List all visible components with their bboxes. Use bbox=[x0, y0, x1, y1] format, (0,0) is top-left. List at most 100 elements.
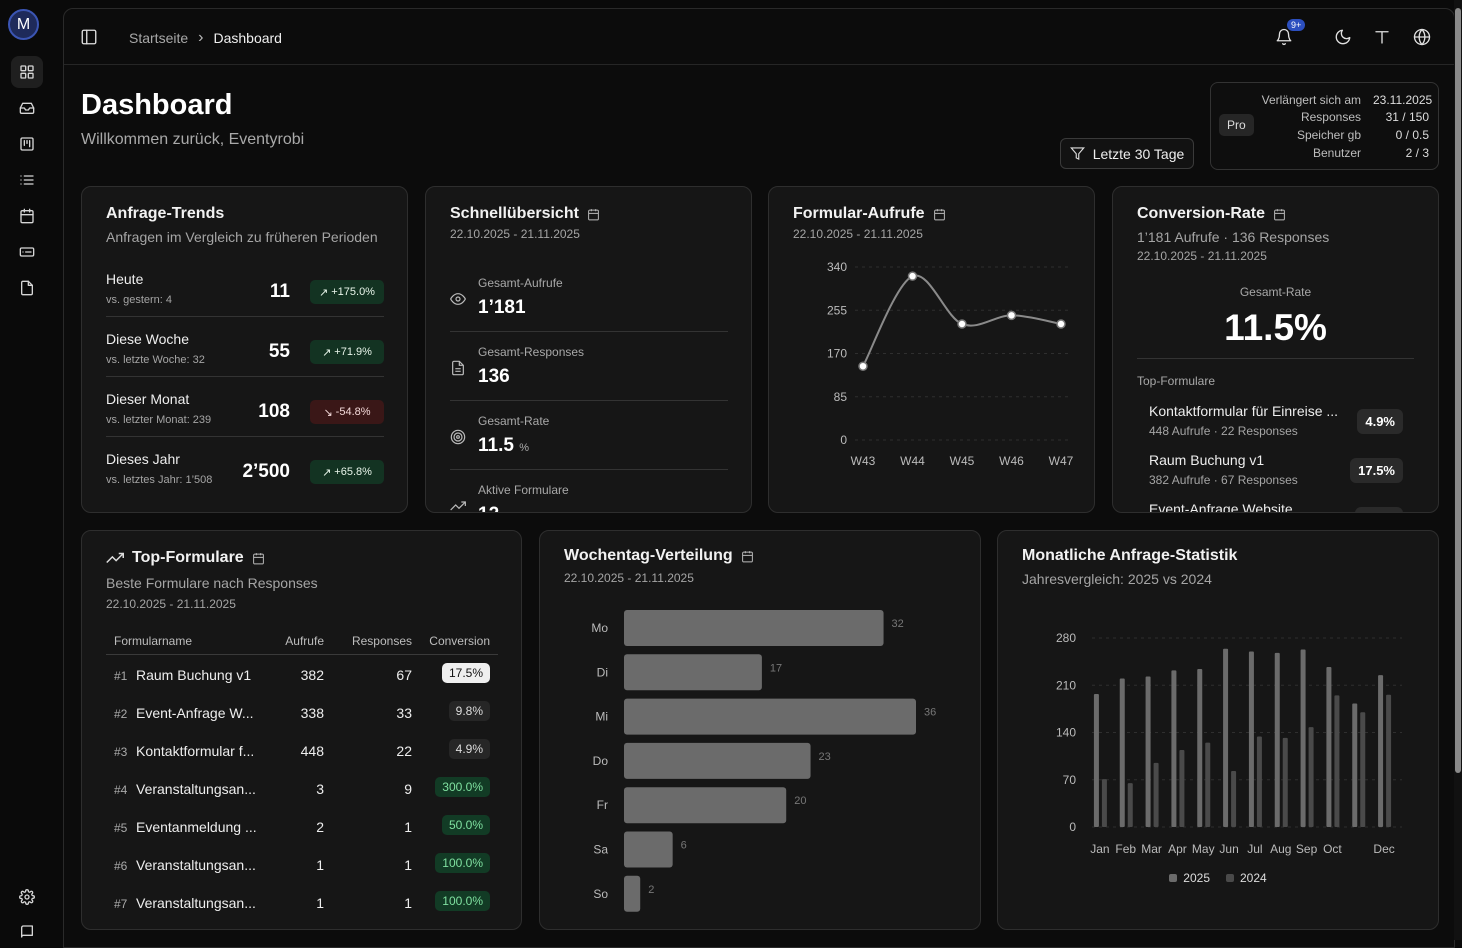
month-bar-2025 bbox=[1119, 678, 1125, 827]
weekday-bar bbox=[624, 654, 762, 691]
row-views: 338 bbox=[300, 705, 324, 721]
row-form-name[interactable]: Eventanmeldung ... bbox=[136, 819, 257, 835]
top-form-item[interactable]: Kontaktformular für Einreise ... 448 Aufr… bbox=[1149, 403, 1403, 447]
row-form-name[interactable]: Kontaktformular f... bbox=[136, 743, 255, 759]
row-responses: 33 bbox=[396, 705, 412, 721]
text-size-icon[interactable] bbox=[1373, 28, 1391, 46]
icon-rail: M bbox=[0, 0, 46, 940]
calendar-icon[interactable] bbox=[11, 200, 43, 232]
month-bar-2025 bbox=[1378, 675, 1384, 827]
breadcrumb-current: Dashboard bbox=[213, 30, 282, 46]
plan-badge: Pro bbox=[1219, 114, 1254, 136]
notification-badge: 9+ bbox=[1287, 19, 1306, 31]
trend-change-badge: ↗ +65.8% bbox=[310, 460, 384, 484]
x-tick-label: W43 bbox=[851, 454, 876, 468]
x-tick-label: W47 bbox=[1049, 454, 1074, 468]
inbox-icon[interactable] bbox=[11, 92, 43, 124]
globe-icon[interactable] bbox=[1413, 28, 1431, 46]
legend-item-2025[interactable]: 2025 bbox=[1169, 871, 1210, 885]
table-row[interactable]: #1 Raum Buchung v1 382 67 17.5% bbox=[106, 658, 498, 696]
trend-change-badge: ↗ +71.9% bbox=[310, 340, 384, 364]
overview-value: 1’181 bbox=[478, 297, 526, 318]
y-tick-label: 340 bbox=[827, 260, 847, 274]
month-bar-2024 bbox=[1153, 762, 1159, 827]
row-form-name[interactable]: Veranstaltungsan... bbox=[136, 895, 256, 911]
row-form-name[interactable]: Veranstaltungsan... bbox=[136, 781, 256, 797]
row-form-name[interactable]: Raum Buchung v1 bbox=[136, 667, 252, 683]
avatar[interactable]: M bbox=[8, 9, 39, 40]
trend-label: Dieser Monat bbox=[106, 391, 190, 407]
y-tick-label: 0 bbox=[1069, 820, 1076, 834]
date-range-filter-button[interactable]: Letzte 30 Tage bbox=[1060, 138, 1194, 169]
category-label: So bbox=[593, 887, 608, 901]
book-icon[interactable] bbox=[11, 916, 43, 948]
row-views: 1 bbox=[316, 895, 324, 911]
month-bar-2024 bbox=[1360, 712, 1366, 827]
month-bar-2024 bbox=[1127, 783, 1133, 827]
row-rank: #5 bbox=[114, 821, 128, 835]
document-icon bbox=[450, 360, 466, 376]
bar-value-label: 20 bbox=[794, 795, 806, 807]
main-panel: Startseite › Dashboard 9+ Dashboard Will… bbox=[63, 8, 1455, 948]
scrollbar-thumb[interactable] bbox=[1455, 8, 1461, 773]
row-conversion-badge: 17.5% bbox=[441, 663, 490, 683]
file-icon[interactable] bbox=[11, 272, 43, 304]
calendar-icon bbox=[741, 550, 753, 562]
table-row[interactable]: #5 Eventanmeldung ... 2 1 50.0% bbox=[106, 810, 498, 848]
col-views[interactable]: Aufrufe bbox=[285, 634, 324, 648]
y-tick-label: 0 bbox=[840, 433, 847, 447]
col-conversion[interactable]: Conversion bbox=[429, 634, 490, 648]
topforms-title: Top-Formulare bbox=[106, 549, 265, 567]
list-icon[interactable] bbox=[11, 164, 43, 196]
scrollbar[interactable] bbox=[1454, 0, 1462, 940]
moon-icon[interactable] bbox=[1334, 28, 1352, 46]
page-title: Dashboard bbox=[81, 89, 233, 121]
quick-title: Schnellübersicht bbox=[450, 205, 600, 223]
trend-change-badge: ↗ +175.0% bbox=[310, 280, 384, 304]
category-label: Do bbox=[593, 754, 609, 768]
sidebar-toggle-icon[interactable] bbox=[80, 28, 98, 46]
table-row[interactable]: #2 Event-Anfrage W... 338 33 9.8% bbox=[106, 696, 498, 734]
y-tick-label: 140 bbox=[1056, 726, 1076, 740]
col-responses[interactable]: Responses bbox=[351, 634, 412, 648]
target-icon bbox=[450, 429, 466, 445]
month-bar-2025 bbox=[1274, 652, 1280, 827]
x-tick-label: Aug bbox=[1270, 842, 1291, 856]
views-series-line bbox=[862, 274, 1062, 367]
x-tick-label: Oct bbox=[1323, 842, 1342, 856]
legend-item-2024[interactable]: 2024 bbox=[1226, 871, 1267, 885]
month-bar-2025 bbox=[1145, 676, 1151, 827]
table-row[interactable]: #7 Veranstaltungsan... 1 1 100.0% bbox=[106, 886, 498, 924]
dashboard-icon[interactable] bbox=[11, 56, 43, 88]
top-form-item[interactable]: Event-Anfrage Website bbox=[1149, 501, 1403, 512]
trend-label: Diese Woche bbox=[106, 331, 190, 347]
arrow-up-icon: ↗ bbox=[319, 286, 329, 299]
conversion-total: 11.5% bbox=[1224, 307, 1327, 348]
topforms-date: 22.10.2025 - 21.11.2025 bbox=[106, 597, 236, 611]
table-row[interactable]: #6 Veranstaltungsan... 1 1 100.0% bbox=[106, 848, 498, 886]
row-responses: 9 bbox=[404, 781, 412, 797]
x-tick-label: Dec bbox=[1373, 842, 1394, 856]
breadcrumb: Startseite › Dashboard bbox=[129, 29, 282, 47]
bell-icon[interactable] bbox=[1275, 28, 1293, 46]
kanban-icon[interactable] bbox=[11, 128, 43, 160]
top-form-item[interactable]: Raum Buchung v1 382 Aufrufe · 67 Response… bbox=[1149, 452, 1403, 496]
ticket-icon[interactable] bbox=[11, 236, 43, 268]
conversion-date: 22.10.2025 - 21.11.2025 bbox=[1137, 249, 1267, 263]
calendar-icon bbox=[252, 552, 264, 564]
table-row[interactable]: #4 Veranstaltungsan... 3 9 300.0% bbox=[106, 772, 498, 810]
row-responses: 22 bbox=[396, 743, 412, 759]
row-form-name[interactable]: Veranstaltungsan... bbox=[136, 857, 256, 873]
row-views: 382 bbox=[300, 667, 324, 683]
overview-value: 136 bbox=[478, 366, 510, 387]
table-row[interactable]: #3 Kontaktformular f... 448 22 4.9% bbox=[106, 734, 498, 772]
weekday-bar-chart: Mo 32 Di 17 Mi 36 Do 23 Fr 20 Sa 6 So 2 bbox=[591, 610, 936, 912]
bar-value-label: 32 bbox=[892, 618, 904, 630]
settings-icon[interactable] bbox=[11, 881, 43, 913]
weekday-bar bbox=[624, 698, 916, 735]
row-form-name[interactable]: Event-Anfrage W... bbox=[136, 705, 254, 721]
col-name[interactable]: Formularname bbox=[114, 634, 193, 648]
quick-overview-card: Schnellübersicht 22.10.2025 - 21.11.2025… bbox=[425, 186, 752, 513]
breadcrumb-home[interactable]: Startseite bbox=[129, 30, 189, 46]
row-responses: 1 bbox=[404, 895, 412, 911]
